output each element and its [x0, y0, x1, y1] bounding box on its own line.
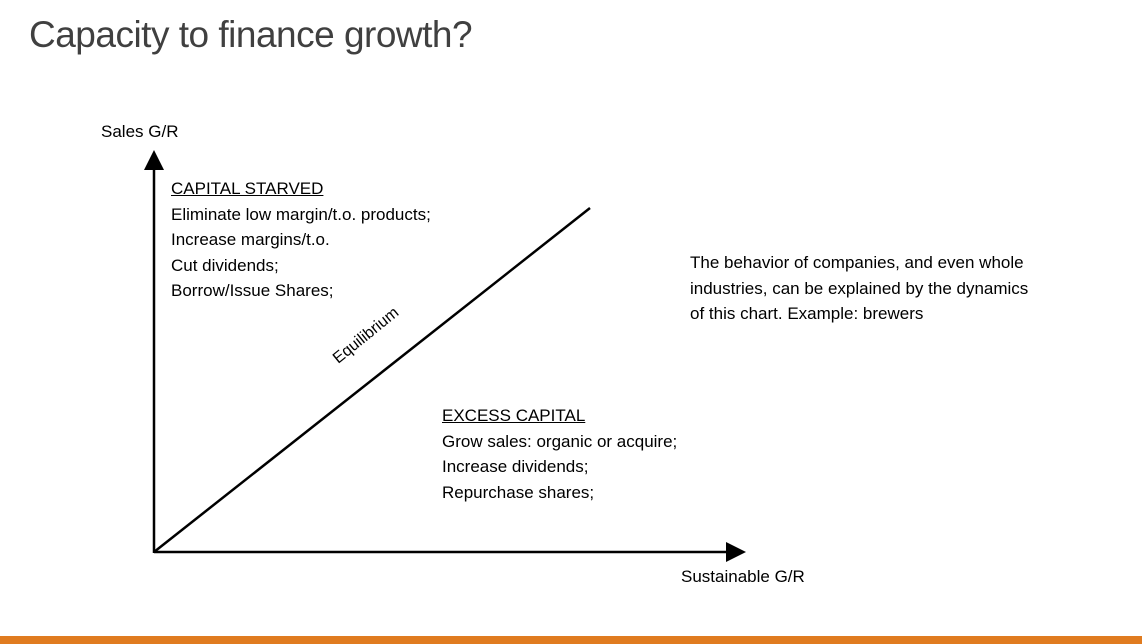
y-axis-label: Sales G/R: [101, 122, 179, 141]
capital-starved-line: Eliminate low margin/t.o. products;: [171, 204, 431, 224]
explanatory-note: The behavior of companies, and even whol…: [690, 250, 1090, 327]
equilibrium-line: [153, 207, 591, 553]
excess-capital-heading: EXCESS CAPITAL: [442, 406, 586, 425]
excess-capital-block: EXCESS CAPITAL Grow sales: organic or ac…: [442, 403, 677, 505]
slide-title: Capacity to finance growth?: [29, 14, 473, 55]
capital-starved-line: Cut dividends;: [171, 255, 279, 275]
excess-capital-line: Repurchase shares;: [442, 482, 595, 502]
excess-capital-line: Increase dividends;: [442, 457, 589, 476]
capital-starved-line: Increase margins/t.o.: [171, 230, 330, 249]
capital-starved-heading: CAPITAL STARVED: [171, 179, 324, 198]
note-line: of this chart. Example: brewers: [690, 304, 924, 323]
x-axis-label: Sustainable G/R: [681, 567, 805, 586]
note-line: industries, can be explained by the dyna…: [690, 278, 1029, 298]
capital-starved-line: Borrow/Issue Shares;: [171, 281, 334, 300]
accent-bar: [0, 636, 1142, 644]
excess-capital-line: Grow sales: organic or acquire;: [442, 431, 678, 451]
capital-starved-block: CAPITAL STARVED Eliminate low margin/t.o…: [171, 176, 431, 304]
note-line: The behavior of companies, and even whol…: [690, 253, 1024, 272]
